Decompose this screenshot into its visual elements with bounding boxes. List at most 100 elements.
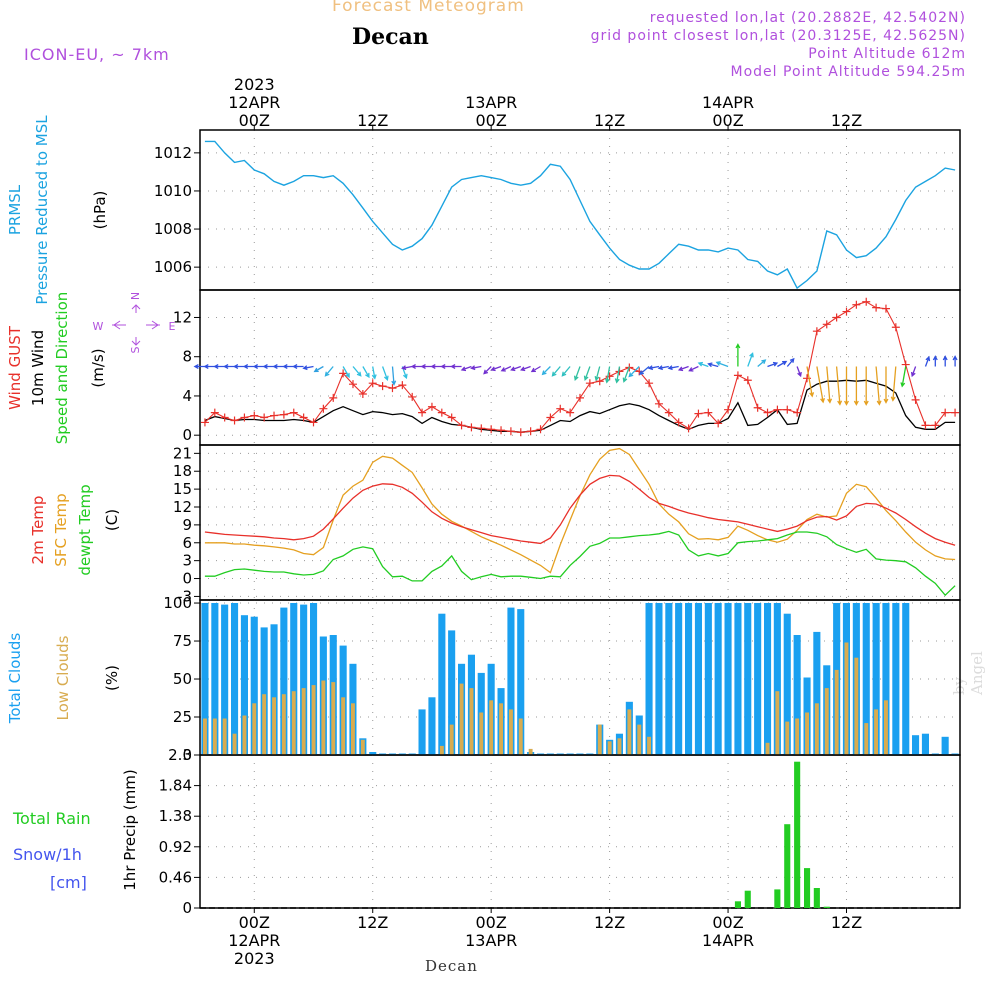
wind-direction-arrow <box>213 364 225 369</box>
wind-direction-arrow <box>826 366 833 404</box>
rain-bar <box>744 890 751 908</box>
gust-point <box>230 416 239 425</box>
total-cloud-bar <box>714 603 722 755</box>
total-cloud-bar <box>211 603 219 755</box>
y-tick-label: 1006 <box>154 258 192 276</box>
gust-point <box>270 411 279 420</box>
gust-point <box>566 408 575 417</box>
gust-point <box>595 377 604 386</box>
total-cloud-bar <box>773 603 781 755</box>
gust-point <box>309 418 318 427</box>
wind-direction-arrow <box>932 355 938 367</box>
wind-direction-arrow <box>844 366 849 406</box>
top-time-label: 14APR <box>702 93 754 112</box>
total-cloud-bar <box>813 631 821 755</box>
wind-direction-arrow <box>796 366 802 378</box>
low-cloud-bar <box>814 703 819 755</box>
wind-direction-arrow <box>777 360 788 368</box>
gust-point <box>832 313 841 322</box>
low-cloud-bar <box>824 688 829 755</box>
y-tick-label: 6 <box>182 534 192 552</box>
gust-point <box>921 421 930 430</box>
total-cloud-bar <box>764 603 772 755</box>
wind-direction-arrow <box>883 366 889 404</box>
gust-point <box>210 408 219 417</box>
total-cloud-bar <box>941 736 949 755</box>
gust-point <box>951 408 960 417</box>
low-cloud-bar <box>281 694 286 755</box>
gust-point <box>753 403 762 412</box>
bottom-time-label: 2023 <box>234 949 275 968</box>
gust-point <box>556 404 565 413</box>
gust-point <box>911 395 920 404</box>
wind-direction-arrow <box>324 366 334 377</box>
low-cloud-bar <box>232 733 237 755</box>
wind-direction-arrow <box>272 364 284 369</box>
wind-direction-arrow <box>391 366 397 386</box>
gust-point <box>200 418 209 427</box>
gust-point <box>378 382 387 391</box>
compass-e: E <box>169 320 176 333</box>
y-tick-label: 1.38 <box>159 807 192 825</box>
y-tick-label: 12 <box>173 498 192 516</box>
gust-point <box>931 421 940 430</box>
grid-coords: grid point closest lon,lat (20.3125E, 42… <box>590 28 966 44</box>
wind-direction-arrow <box>460 365 472 372</box>
wind-direction-arrow <box>628 366 640 378</box>
top-time-label: 12APR <box>228 93 280 112</box>
wind-direction-arrow <box>806 366 815 398</box>
wind-direction-label: Speed and Direction <box>53 292 71 445</box>
wind-direction-arrow <box>573 366 581 381</box>
y-tick-label: 0.46 <box>159 868 192 886</box>
wind-direction-arrow <box>677 365 689 372</box>
low-cloud-bar <box>291 691 296 755</box>
gust-point <box>358 389 367 398</box>
total-cloud-bar <box>250 616 258 755</box>
wind-direction-arrow <box>510 365 522 372</box>
total-cloud-bar <box>675 603 683 755</box>
gust-point <box>467 423 476 432</box>
pressure-label: PRMSL <box>6 184 24 235</box>
wind-direction-arrow <box>747 352 754 367</box>
wind-direction-arrow <box>282 364 294 369</box>
total-cloud-bar <box>724 603 732 755</box>
gust-point <box>733 371 742 380</box>
gust-point <box>724 405 733 414</box>
total-cloud-bar <box>754 603 762 755</box>
snow-legend: Snow/1h <box>13 845 82 864</box>
wind-direction-arrow <box>561 366 571 377</box>
wind-direction-arrow <box>647 365 660 371</box>
low-cloud-bar <box>597 724 602 755</box>
gust-point <box>763 408 772 417</box>
wind-direction-arrow <box>520 365 531 372</box>
low-cloud-bar <box>439 745 444 755</box>
wind-direction-arrow <box>470 365 482 371</box>
gust-point <box>240 413 249 422</box>
total-cloud-bar <box>448 630 456 755</box>
compass-n: N <box>129 292 142 300</box>
wind-direction-arrow <box>203 364 215 369</box>
snow-unit-legend: [cm] <box>50 873 87 892</box>
y-tick-label: 18 <box>173 462 192 480</box>
gust-point <box>447 413 456 422</box>
low-cloud-bar <box>222 718 227 755</box>
gust-point <box>408 392 417 401</box>
wind-direction-arrow <box>530 365 541 373</box>
bottom-time-label: 12Z <box>594 913 625 932</box>
total-cloud-bar <box>872 603 880 755</box>
low-cloud-bar <box>834 669 839 755</box>
wind-direction-arrow <box>786 357 795 367</box>
y-tick-label: 100 <box>163 594 192 612</box>
total-cloud-bar <box>892 603 900 755</box>
y-tick-label: 1010 <box>154 182 192 200</box>
low-cloud-bar <box>203 718 207 755</box>
low-cloud-bar <box>627 709 632 755</box>
wind-direction-arrow <box>757 359 767 367</box>
pressure-sublabel: Pressure Reduced to MSL <box>33 115 51 305</box>
y-tick-label: 21 <box>173 444 192 462</box>
y-tick-label: 1008 <box>154 220 192 238</box>
low-cloud-bar <box>844 642 849 755</box>
total-cloud-bar <box>744 603 752 755</box>
low-cloud-bar <box>321 680 326 755</box>
